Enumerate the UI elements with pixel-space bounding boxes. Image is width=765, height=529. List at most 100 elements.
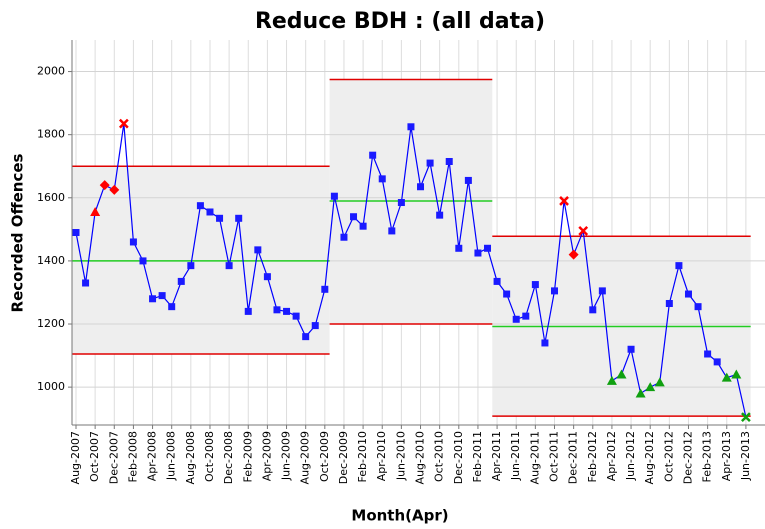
data-point <box>99 180 110 191</box>
data-point <box>311 322 319 330</box>
x-tick-label: Dec-2012 <box>681 431 694 484</box>
data-point <box>559 196 569 206</box>
x-tick-label: Jun-2010 <box>394 431 407 481</box>
x-tick-label: Aug-2010 <box>414 431 427 484</box>
y-tick-label: 1800 <box>37 128 65 141</box>
data-point <box>635 388 646 398</box>
data-point <box>675 262 683 270</box>
data-point <box>254 246 262 254</box>
data-point <box>196 202 204 210</box>
x-tick-label: Apr-2013 <box>720 431 733 481</box>
data-point <box>522 312 530 320</box>
x-tick-label: Aug-2009 <box>299 431 312 484</box>
chart-title: Reduce BDH : (all data) <box>255 9 545 34</box>
data-point <box>598 287 606 295</box>
x-tick-label: Feb-2012 <box>586 431 599 482</box>
data-point <box>90 206 101 216</box>
data-point <box>645 382 656 392</box>
data-point <box>321 285 329 293</box>
x-tick-label: Oct-2009 <box>318 431 331 482</box>
data-point <box>187 262 195 270</box>
data-point <box>455 244 463 252</box>
data-point <box>369 151 377 159</box>
x-tick-label: Jun-2012 <box>624 431 637 481</box>
x-tick-label: Apr-2009 <box>260 431 273 481</box>
x-tick-label: Jun-2008 <box>165 431 178 481</box>
control-band <box>72 166 330 354</box>
x-tick-label: Aug-2011 <box>528 431 541 484</box>
data-point <box>350 213 358 221</box>
x-tick-label: Apr-2012 <box>605 431 618 481</box>
data-point <box>330 192 338 200</box>
y-tick-label: 1600 <box>37 191 65 204</box>
data-point <box>235 214 243 222</box>
x-tick-label: Dec-2008 <box>222 431 235 484</box>
data-point <box>445 157 453 165</box>
data-point <box>206 208 214 216</box>
data-point <box>263 273 271 281</box>
data-point <box>378 175 386 183</box>
data-point <box>578 226 589 236</box>
data-point <box>551 287 558 295</box>
data-point <box>417 183 425 191</box>
x-tick-label: Feb-2008 <box>126 431 139 482</box>
x-tick-label: Dec-2009 <box>337 431 350 484</box>
data-point <box>512 315 520 323</box>
x-tick-label: Oct-2012 <box>662 431 675 482</box>
data-point <box>654 377 665 387</box>
data-point <box>158 292 166 300</box>
data-point <box>484 244 492 252</box>
data-point <box>109 184 120 195</box>
data-point <box>177 277 185 285</box>
y-axis-title: Recorded Offences <box>9 153 27 312</box>
data-point <box>704 350 712 358</box>
x-tick-label: Feb-2013 <box>701 431 714 482</box>
data-point <box>129 238 137 246</box>
x-tick-label: Aug-2012 <box>643 431 656 484</box>
data-point <box>731 369 742 379</box>
data-point <box>713 358 721 366</box>
data-point <box>118 118 129 129</box>
x-tick-label: Jun-2013 <box>739 431 752 481</box>
data-point <box>340 233 348 241</box>
data-point <box>273 306 281 314</box>
data-point <box>359 222 367 230</box>
data-point <box>292 312 300 320</box>
y-tick-label: 1400 <box>37 254 65 267</box>
data-point <box>541 339 549 347</box>
data-point <box>283 307 291 315</box>
data-point <box>627 345 635 353</box>
x-tick-label: Feb-2009 <box>241 431 254 482</box>
data-point <box>407 123 415 131</box>
data-point <box>397 199 405 207</box>
data-point <box>568 249 579 260</box>
x-tick-label: Apr-2008 <box>146 431 159 481</box>
data-point <box>426 159 434 167</box>
data-point <box>225 262 233 270</box>
data-point <box>216 214 224 222</box>
data-point <box>616 369 627 379</box>
control-band <box>329 79 493 325</box>
data-point <box>503 290 511 298</box>
data-point <box>721 372 732 382</box>
x-tick-label: Apr-2011 <box>490 431 503 481</box>
x-tick-label: Oct-2011 <box>548 431 561 482</box>
x-tick-label: Oct-2008 <box>203 431 216 482</box>
x-tick-label: Dec-2011 <box>567 431 580 484</box>
data-point <box>302 333 310 341</box>
data-point <box>665 300 673 308</box>
data-point <box>436 211 444 219</box>
x-tick-label: Feb-2011 <box>471 431 484 482</box>
x-tick-label: Jun-2009 <box>280 431 293 481</box>
x-tick-label: Aug-2007 <box>69 431 82 484</box>
x-tick-label: Oct-2010 <box>433 431 446 482</box>
data-point <box>464 176 472 184</box>
data-point <box>139 257 147 265</box>
data-point <box>149 295 157 303</box>
data-point <box>82 279 90 287</box>
y-tick-label: 2000 <box>37 65 65 78</box>
x-tick-label: Feb-2010 <box>356 431 369 482</box>
data-point <box>684 290 692 298</box>
